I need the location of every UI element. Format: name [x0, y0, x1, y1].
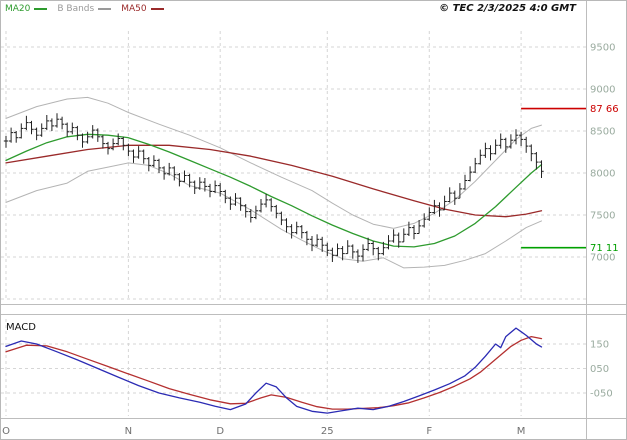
ma20-line	[5, 133, 543, 248]
legend-label-bbands: B Bands	[57, 4, 95, 14]
support-level-label: 71 11	[590, 243, 619, 254]
copyright-text: © TEC 2/3/2025 4:0 GMT	[439, 3, 576, 14]
legend-item-ma50: MA50	[121, 4, 164, 14]
macd-signal-line	[5, 335, 543, 410]
macd-tick-label: 150	[590, 340, 609, 351]
price-tick-label: 9500	[590, 43, 615, 54]
ma50-line-swatch	[150, 8, 164, 10]
legend-label-ma20: MA20	[5, 4, 31, 14]
x-axis-label: D	[216, 426, 224, 437]
macd-tick-label: 050	[590, 364, 609, 375]
macd-gridlines	[1, 343, 586, 394]
macd-tick-label: -050	[590, 389, 613, 400]
x-axis-label: 25	[321, 426, 334, 437]
x-axis-label: F	[426, 426, 432, 437]
ma50-line	[5, 144, 543, 218]
macd-line	[5, 327, 543, 414]
legend-item-ma20: MA20	[5, 4, 48, 14]
ohlc-bars	[3, 113, 544, 263]
bollinger-upper-line	[5, 96, 542, 229]
chart-legend: MA20 B Bands MA50	[5, 3, 164, 15]
x-axis-label: O	[2, 426, 10, 437]
price-tick-label: 8500	[590, 127, 615, 138]
macd-axis-labels: 150 050 -050	[590, 340, 613, 400]
price-axis-labels: 9500 9000 8500 8000 7500 7000	[590, 43, 615, 264]
macd-panel-label: MACD	[6, 322, 36, 333]
price-gridlines	[1, 46, 586, 300]
x-axis-label: N	[125, 426, 132, 437]
price-tick-label: 7000	[590, 253, 615, 264]
price-tick-label: 8000	[590, 169, 615, 180]
bbands-line-swatch	[98, 8, 112, 10]
x-axis-label: M	[517, 426, 526, 437]
bollinger-lower-line	[5, 162, 542, 269]
legend-label-ma50: MA50	[121, 4, 147, 14]
ma20-line-swatch	[34, 8, 48, 10]
legend-item-bbands: B Bands	[57, 4, 112, 14]
price-tick-label: 9000	[590, 85, 615, 96]
price-tick-label: 7500	[590, 211, 615, 222]
x-axis-labels: O N D 25 F M	[2, 426, 525, 437]
resistance-level-label: 87 66	[590, 104, 619, 115]
